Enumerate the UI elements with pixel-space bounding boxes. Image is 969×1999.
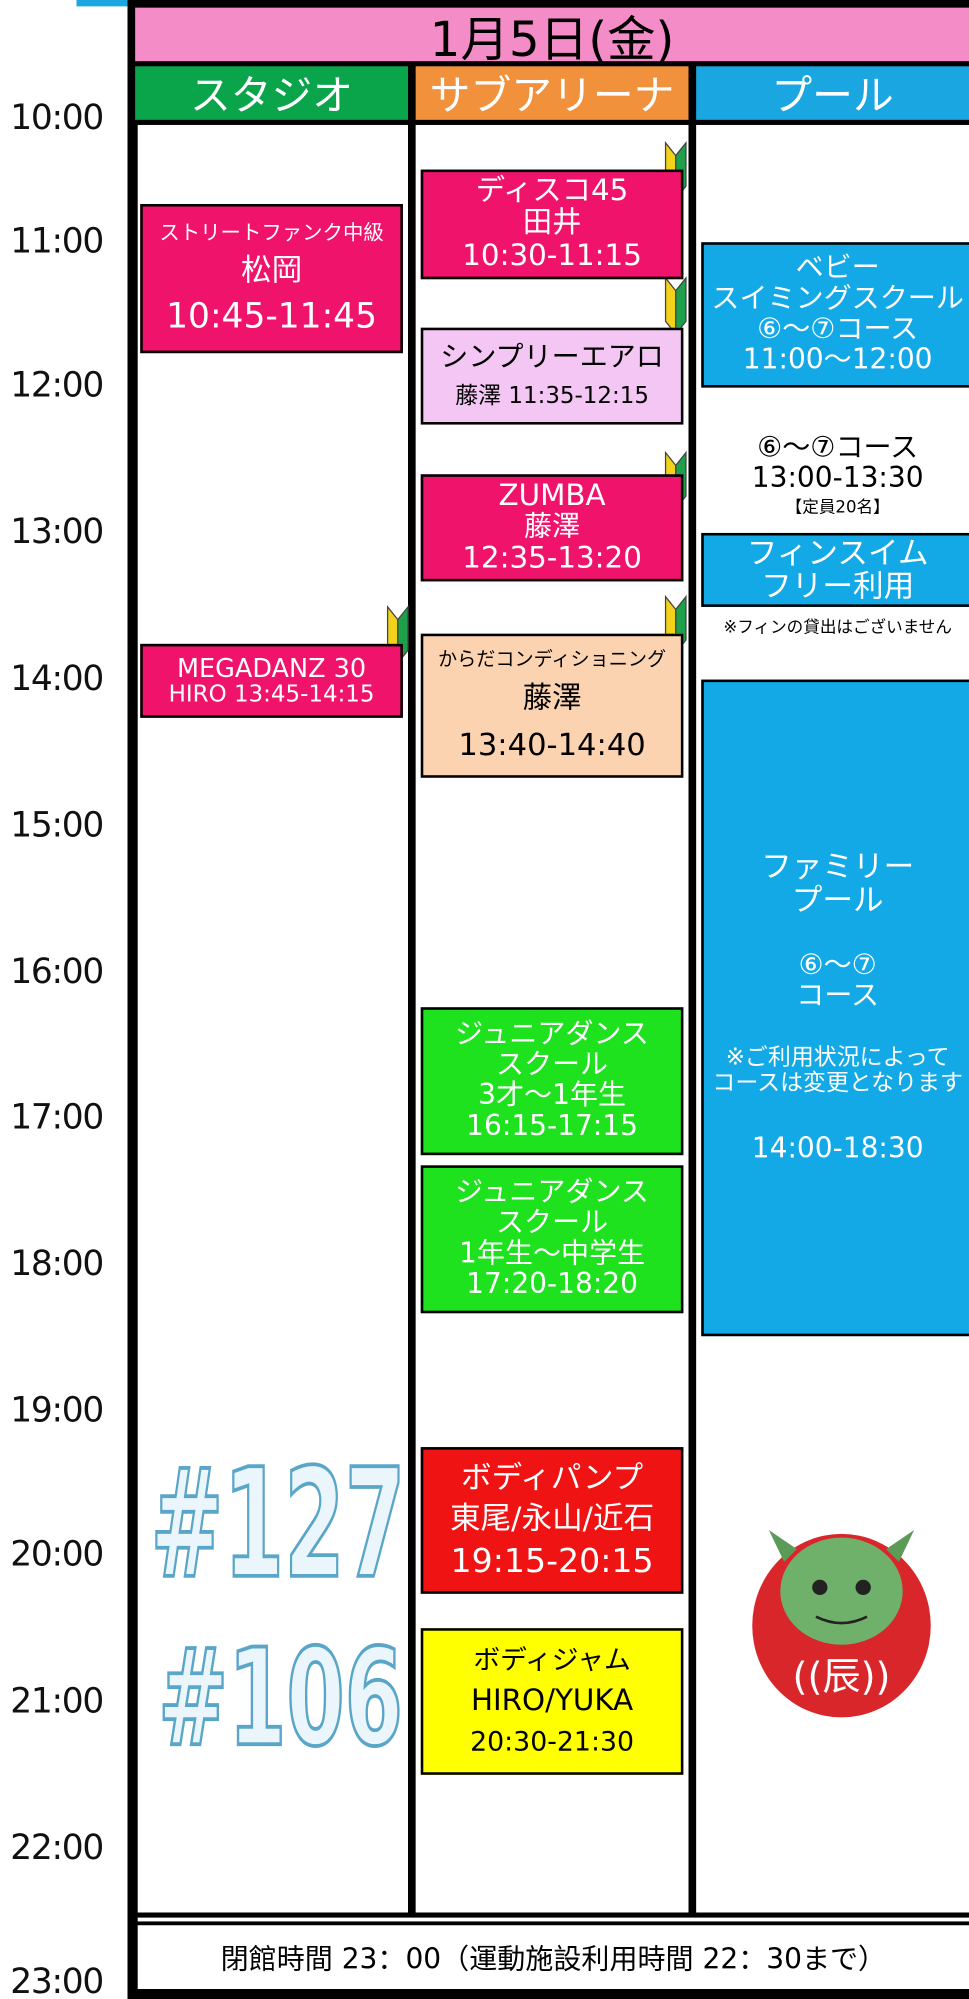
event-box: からだコンディショニング藤澤 13:40-14:40 [420, 633, 684, 778]
event-box: フィンスイム フリー利用 [701, 532, 969, 607]
time-label: 12:00 [10, 365, 104, 406]
event-text: 【定員20名】 [785, 498, 890, 518]
event-text: 13:40-14:40 [458, 727, 646, 763]
event-text: 藤澤 [524, 511, 581, 544]
date-header: 1月5日(金) [135, 7, 969, 67]
event-box: ストリートファンク中級松岡 10:45-11:45 [140, 204, 403, 354]
event-text: 16:15-17:15 [466, 1110, 638, 1143]
time-label: 20:00 [10, 1535, 104, 1575]
event-text: 12:35-13:20 [462, 541, 642, 576]
time-label: 11:00 [10, 221, 104, 262]
time-label: 14:00 [10, 659, 104, 699]
overlay-number: #127 [150, 1437, 405, 1612]
event-box: ZUMBA 藤澤 12:35-13:20 [420, 474, 684, 582]
event-box: ディスコ45 田井 10:30-11:15 [420, 169, 684, 280]
event-box: ベビー スイミングスクール ⑥〜⑦コース 11:00〜12:00 [701, 242, 969, 388]
event-text: HIRO/YUKA [470, 1684, 634, 1718]
event-text: プール [791, 882, 884, 919]
time-label: 21:00 [10, 1681, 104, 1722]
event-text: 10:30-11:15 [462, 239, 642, 273]
footer-gap [137, 1917, 969, 1922]
event-box: ボディジャム HIRO/YUKA 20:30-21:30 [420, 1628, 684, 1775]
event-box: MEGADANZ 30 HIRO 13:45-14:15 [140, 643, 403, 718]
event-text: 10:45-11:45 [166, 296, 378, 337]
event-text: ボディジャム [473, 1644, 631, 1676]
time-label: 13:00 [10, 512, 104, 553]
event-text: ジュニアダンス [455, 1018, 649, 1051]
event-box: ファミリー プール ⑥〜⑦ コース ※ご利用状況によって コースは変更となります 14:00… [701, 679, 969, 1337]
event-text: 13:00-13:30 [751, 462, 924, 495]
time-label: 18:00 [10, 1244, 104, 1284]
time-label: 16:00 [10, 952, 104, 992]
event-text: スクール [495, 1207, 609, 1240]
svg-text:((辰)): ((辰)) [793, 1654, 891, 1699]
dragon-daruma: ((辰)) [752, 1530, 931, 1718]
event-text: ファミリー [761, 849, 915, 885]
event-text: 11:00〜12:00 [742, 344, 933, 377]
event-text: 20:30-21:30 [470, 1726, 635, 1758]
event-box: ジュニアダンス スクール 1年生〜中学生 17:20-18:20 [420, 1165, 684, 1314]
event-box: ※フィンの貸出はございません [701, 616, 969, 642]
event-text: MEGADANZ 30 [177, 652, 367, 684]
event-text: 3才〜1年生 [478, 1079, 627, 1112]
event-box: ⑥〜⑦コース 13:00-13:30 【定員20名】 [701, 425, 969, 527]
event-text: HIRO 13:45-14:15 [168, 680, 375, 708]
time-label: 10:00 [10, 98, 104, 138]
event-text: からだコンディショニング [437, 648, 667, 672]
studio-column [137, 124, 408, 1913]
time-label: 19:00 [10, 1391, 104, 1431]
footer: 閉館時間 23：00（運動施設利用時間 22：30まで） [137, 1925, 969, 1989]
event-text: 松岡 [240, 252, 303, 289]
event-box: ジュニアダンス スクール 3才〜1年生 16:15-17:15 [420, 1007, 684, 1156]
event-text: 藤澤 [522, 682, 582, 716]
event-box: ボディパンプ 東尾/永山/近石 19:15-20:15 [420, 1447, 684, 1594]
event-text: 藤澤 11:35-12:15 [455, 382, 649, 410]
time-label: 17:00 [10, 1097, 104, 1138]
event-text: フリー利用 [761, 568, 915, 605]
column-header: スタジオ [135, 66, 408, 120]
event-text: ⑥〜⑦コース [757, 313, 919, 346]
event-text: ⑥〜⑦ [798, 949, 877, 982]
column-header: サブアリーナ [415, 66, 689, 120]
event-text: ディスコ45 [475, 174, 629, 208]
event-text: 17:20-18:20 [466, 1268, 638, 1301]
event-text: シンプリーエアロ [440, 341, 664, 374]
event-text: ⑥〜⑦コース [757, 431, 919, 464]
column-header: プール [696, 66, 969, 120]
time-label: 15:00 [10, 805, 104, 846]
event-text: コースは変更となります [712, 1069, 963, 1097]
event-text: 田井 [522, 206, 582, 241]
event-text: 14:00-18:30 [751, 1133, 924, 1166]
event-text: ジュニアダンス [455, 1176, 649, 1209]
event-text: スクール [495, 1049, 609, 1081]
event-text: フィンスイム [746, 535, 929, 571]
event-box: シンプリーエアロ藤澤 11:35-12:15 [420, 327, 684, 425]
event-text: ボディパンプ [461, 1459, 644, 1496]
event-text: ※ご利用状況によって [725, 1044, 950, 1072]
event-text: 19:15-20:15 [450, 1542, 654, 1581]
overlay-number: #106 [158, 1620, 403, 1776]
event-text: ストリートファンク中級 [159, 220, 384, 245]
event-text: 1年生〜中学生 [459, 1238, 646, 1270]
event-text: スイミングスクール [711, 282, 964, 315]
event-text: ※フィンの貸出はございません [723, 618, 952, 638]
event-text: コース [796, 980, 880, 1013]
event-text: ベビー [795, 251, 880, 284]
time-label: 22:00 [10, 1828, 104, 1868]
event-text: 東尾/永山/近石 [449, 1500, 655, 1537]
time-label: 23:00 [10, 1962, 104, 1999]
event-text: ZUMBA [498, 478, 606, 513]
